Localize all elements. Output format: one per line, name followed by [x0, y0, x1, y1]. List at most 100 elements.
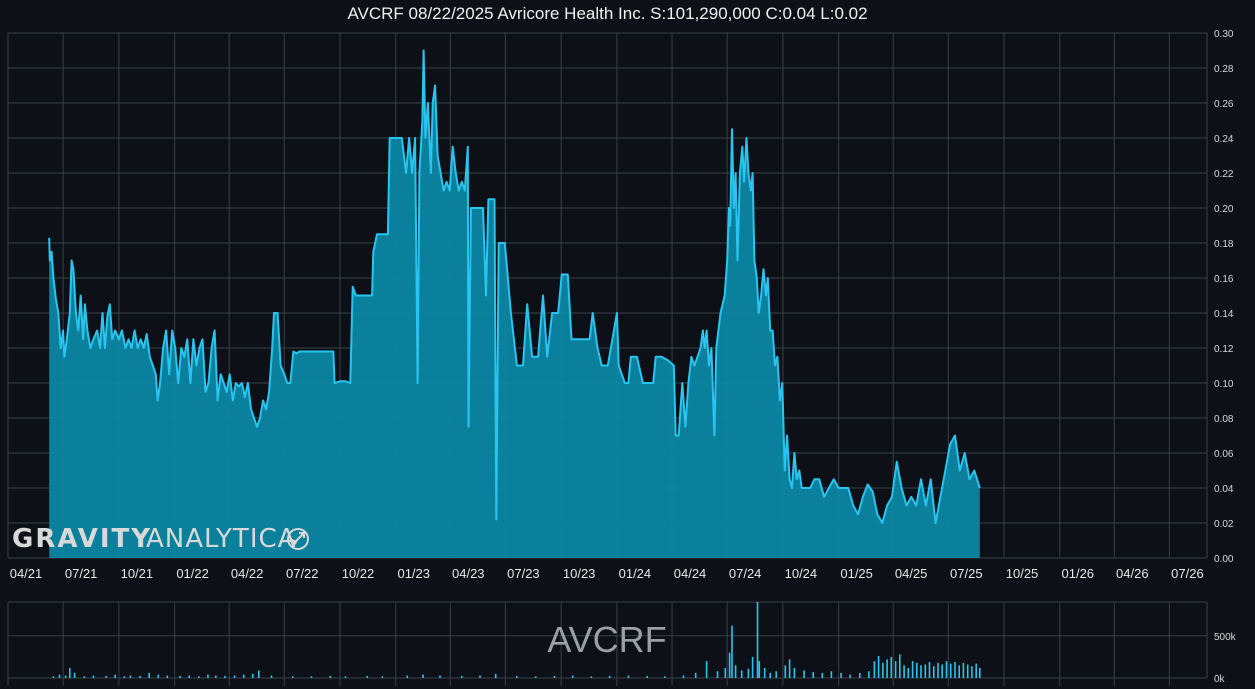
- volume-bar: [793, 667, 796, 678]
- logo-text-bold: GRAVITY: [12, 524, 152, 554]
- volume-bar: [69, 667, 71, 678]
- volume-bar: [966, 664, 969, 678]
- volume-bar: [105, 675, 107, 678]
- volume-bar: [916, 662, 918, 678]
- volume-bar: [292, 676, 294, 678]
- volume-bar: [941, 664, 943, 678]
- volume-bar: [979, 667, 981, 678]
- volume-bar: [840, 672, 842, 678]
- volume-bar: [877, 656, 880, 678]
- volume-bar: [92, 675, 95, 678]
- price-x-tick-label: 10/23: [563, 566, 596, 581]
- volume-bar: [129, 675, 132, 678]
- volume-bar: [812, 672, 814, 678]
- volume-bar: [188, 675, 190, 678]
- price-y-axis: 0.00 0.02 0.04 0.06 0.08 0.10 0.12 0.14 0.16 0.18…: [1214, 29, 1234, 565]
- volume-bar: [784, 665, 787, 678]
- volume-bar: [945, 661, 948, 678]
- volume-bar: [924, 664, 927, 678]
- price-y-tick-label: 0.22: [1214, 169, 1234, 180]
- volume-bar: [242, 674, 245, 678]
- volume-bar: [694, 672, 697, 678]
- volume-bar: [830, 671, 833, 678]
- price-x-tick-label: 04/25: [895, 566, 928, 581]
- volume-bar: [803, 670, 805, 678]
- price-x-tick-label: 07/21: [65, 566, 98, 581]
- volume-bar: [381, 676, 384, 678]
- volume-bar: [882, 662, 884, 678]
- volume-bar: [224, 675, 226, 678]
- price-area-series: [48, 49, 981, 558]
- volume-bar: [64, 675, 67, 678]
- price-y-tick-label: 0.28: [1214, 64, 1234, 75]
- volume-bar: [734, 665, 737, 678]
- logo-text-light: ANALYTICA: [146, 524, 296, 554]
- volume-bar: [114, 674, 116, 678]
- volume-bar: [422, 674, 424, 678]
- volume-bar: [975, 663, 977, 678]
- price-x-tick-label: 01/26: [1062, 566, 1095, 581]
- volume-bar: [233, 675, 236, 678]
- price-y-tick-label: 0.14: [1214, 309, 1234, 320]
- volume-bar: [73, 672, 76, 678]
- price-x-tick-label: 01/23: [397, 566, 430, 581]
- volume-bar: [664, 676, 666, 678]
- volume-bar: [366, 675, 369, 678]
- volume-bar: [479, 675, 481, 678]
- volume-bars: [52, 602, 981, 678]
- volume-bar: [166, 675, 169, 678]
- price-y-tick-label: 0.12: [1214, 344, 1234, 355]
- volume-bar: [52, 676, 55, 678]
- volume-bar: [747, 668, 750, 678]
- volume-bar: [769, 672, 771, 678]
- volume-bar: [329, 675, 332, 678]
- volume-bar: [821, 672, 824, 678]
- price-y-tick-label: 0.06: [1214, 449, 1234, 460]
- price-x-tick-label: 10/24: [785, 566, 818, 581]
- price-y-tick-label: 0.16: [1214, 274, 1234, 285]
- price-x-tick-label: 01/25: [840, 566, 873, 581]
- volume-bar: [890, 656, 893, 678]
- volume-bar: [139, 675, 141, 678]
- price-y-tick-label: 0.20: [1214, 204, 1234, 215]
- volume-bar: [534, 676, 537, 678]
- volume-bar: [958, 665, 960, 678]
- volume-bar: [207, 674, 209, 678]
- volume-bar: [928, 662, 931, 678]
- price-x-tick-label: 04/22: [231, 566, 264, 581]
- volume-y-axis: 0k 500k: [1214, 632, 1237, 685]
- price-x-tick-label: 10/21: [121, 566, 154, 581]
- volume-bar: [310, 676, 313, 678]
- price-x-tick-label: 07/26: [1171, 566, 1204, 581]
- volume-bar: [258, 670, 260, 678]
- volume-bar: [553, 675, 556, 678]
- price-y-tick-label: 0.18: [1214, 239, 1234, 250]
- volume-bar: [758, 661, 761, 678]
- price-x-tick-label: 10/22: [342, 566, 375, 581]
- volume-bar: [933, 666, 935, 678]
- volume-bar: [179, 675, 181, 678]
- volume-bar: [270, 675, 273, 678]
- price-x-axis: 04/21 07/21 10/21 01/22 04/22 07/22 10/22 01/23…: [10, 566, 1204, 581]
- price-y-tick-label: 0.30: [1214, 29, 1234, 40]
- volume-bar: [731, 625, 733, 678]
- price-area-fill: [49, 50, 980, 558]
- volume-bar: [756, 602, 759, 678]
- volume-bar: [461, 675, 463, 678]
- price-y-tick-label: 0.26: [1214, 99, 1234, 110]
- volume-bar: [751, 656, 754, 678]
- volume-bar: [886, 659, 888, 678]
- volume-y-tick-label: 0k: [1214, 674, 1226, 685]
- volume-bar: [728, 652, 731, 678]
- price-x-tick-label: 07/23: [507, 566, 540, 581]
- volume-bar: [608, 675, 611, 678]
- volume-bar: [873, 661, 876, 678]
- volume-bar: [724, 667, 727, 678]
- volume-bar: [868, 671, 870, 678]
- volume-bar: [954, 662, 956, 678]
- volume-bar: [971, 666, 973, 678]
- volume-bar: [937, 662, 939, 678]
- volume-bar: [788, 659, 791, 678]
- volume-bar: [899, 654, 901, 678]
